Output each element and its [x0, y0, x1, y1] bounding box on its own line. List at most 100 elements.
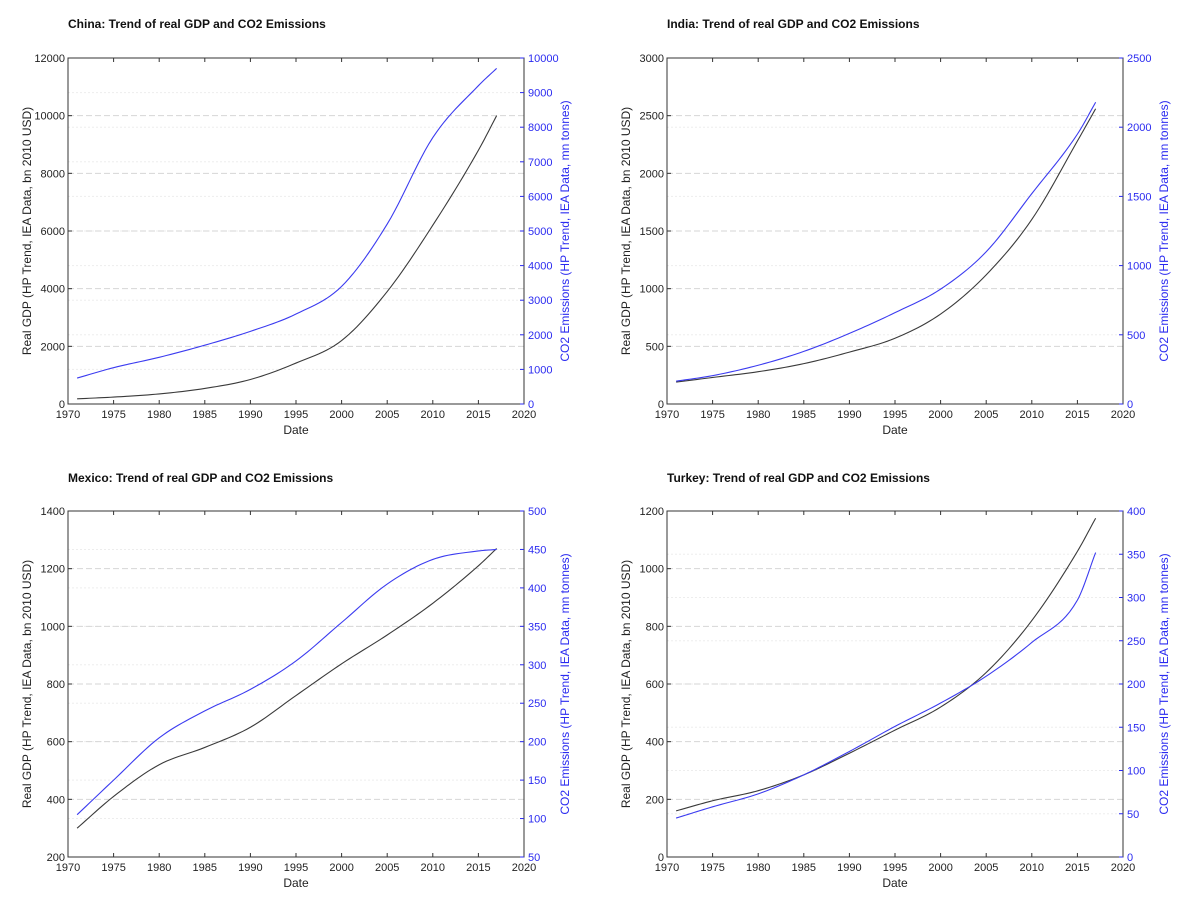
y-tick-label: 10000 — [34, 111, 65, 123]
y-tick-label: 400 — [646, 737, 664, 749]
x-tick-label: 2020 — [1111, 862, 1135, 874]
y2-tick-label: 2000 — [528, 330, 552, 342]
y2-axis-label: CO2 Emissions (HP Trend, IEA Data, mn to… — [558, 553, 572, 814]
x-tick-label: 1995 — [284, 862, 308, 874]
y-tick-label: 2000 — [640, 168, 664, 180]
y-tick-label: 1500 — [640, 226, 664, 238]
x-tick-label: 2015 — [466, 409, 490, 421]
y2-tick-label: 250 — [1127, 636, 1145, 648]
y2-tick-label: 1500 — [1127, 191, 1151, 203]
y-tick-label: 1000 — [640, 284, 664, 296]
x-axis-label: Date — [882, 423, 908, 437]
y-tick-label: 800 — [47, 679, 65, 691]
x-tick-label: 1975 — [700, 862, 724, 874]
y-tick-label: 600 — [646, 679, 664, 691]
x-tick-label: 1985 — [792, 409, 816, 421]
y-axis-label: Real GDP (HP Trend, IEA Data, bn 2010 US… — [20, 107, 34, 355]
y-tick-label: 0 — [658, 852, 664, 864]
y2-tick-label: 9000 — [528, 88, 552, 100]
co2-series-line — [676, 102, 1097, 382]
y2-tick-label: 0 — [1127, 399, 1133, 411]
gdp-series-line — [76, 548, 498, 829]
x-axis-label: Date — [882, 876, 908, 890]
chart-title: Mexico: Trend of real GDP and CO2 Emissi… — [68, 471, 334, 485]
x-tick-label: 2020 — [512, 862, 536, 874]
y2-tick-label: 400 — [1127, 506, 1145, 518]
y2-tick-label: 0 — [1127, 852, 1133, 864]
y2-tick-label: 250 — [528, 698, 546, 710]
y-tick-label: 12000 — [34, 53, 65, 65]
x-tick-label: 1980 — [746, 862, 770, 874]
y2-tick-label: 350 — [528, 621, 546, 633]
x-tick-label: 1995 — [284, 409, 308, 421]
x-tick-label: 1995 — [883, 862, 907, 874]
x-tick-label: 2010 — [1020, 409, 1044, 421]
y-axis-label: Real GDP (HP Trend, IEA Data, bn 2010 US… — [619, 107, 633, 355]
y2-tick-label: 350 — [1127, 549, 1145, 561]
x-tick-label: 2010 — [1020, 862, 1044, 874]
y2-tick-label: 8000 — [528, 122, 552, 134]
y2-tick-label: 300 — [528, 660, 546, 672]
y2-tick-label: 7000 — [528, 157, 552, 169]
chart-panel-2: 1970 1975 1980 1985 1990 1995 2000 2005 2010 2015… — [20, 471, 572, 890]
y2-tick-label: 4000 — [528, 261, 552, 273]
x-tick-label: 1980 — [147, 409, 171, 421]
y2-tick-label: 1000 — [1127, 261, 1151, 273]
y-tick-label: 500 — [646, 341, 664, 353]
x-tick-label: 1975 — [101, 862, 125, 874]
y2-tick-label: 150 — [528, 775, 546, 787]
x-tick-label: 2005 — [974, 862, 998, 874]
x-tick-label: 2005 — [974, 409, 998, 421]
x-tick-label: 2000 — [928, 862, 952, 874]
y-tick-label: 0 — [59, 399, 65, 411]
y2-tick-label: 5000 — [528, 226, 552, 238]
x-tick-label: 2005 — [375, 409, 399, 421]
y-tick-label: 2000 — [41, 341, 65, 353]
y2-tick-label: 200 — [528, 737, 546, 749]
x-tick-label: 1980 — [147, 862, 171, 874]
x-tick-label: 1980 — [746, 409, 770, 421]
x-tick-label: 2020 — [1111, 409, 1135, 421]
y-tick-label: 1000 — [640, 564, 664, 576]
x-tick-label: 2015 — [466, 862, 490, 874]
y2-tick-label: 100 — [528, 814, 546, 826]
y-tick-label: 1000 — [41, 621, 65, 633]
x-tick-label: 1970 — [56, 862, 80, 874]
y2-tick-label: 2000 — [1127, 122, 1151, 134]
y2-tick-label: 300 — [1127, 593, 1145, 605]
y-tick-label: 1200 — [640, 506, 664, 518]
x-tick-label: 2020 — [512, 409, 536, 421]
x-tick-label: 1970 — [655, 862, 679, 874]
y-tick-label: 400 — [47, 794, 65, 806]
y-tick-label: 600 — [47, 737, 65, 749]
y-axis-label: Real GDP (HP Trend, IEA Data, bn 2010 US… — [619, 560, 633, 808]
co2-series-line — [76, 67, 498, 379]
y-tick-label: 200 — [47, 852, 65, 864]
y2-tick-label: 150 — [1127, 722, 1145, 734]
gdp-series-line — [675, 517, 1097, 812]
x-tick-label: 1990 — [837, 409, 861, 421]
x-tick-label: 2000 — [928, 409, 952, 421]
y-tick-label: 3000 — [640, 53, 664, 65]
x-tick-label: 1990 — [837, 862, 861, 874]
y2-tick-label: 450 — [528, 544, 546, 556]
y2-axis-label: CO2 Emissions (HP Trend, IEA Data, mn to… — [1157, 553, 1171, 814]
y-tick-label: 0 — [658, 399, 664, 411]
chart-title: India: Trend of real GDP and CO2 Emissio… — [667, 17, 920, 31]
x-tick-label: 2000 — [329, 409, 353, 421]
y2-tick-label: 6000 — [528, 191, 552, 203]
x-tick-label: 1990 — [238, 409, 262, 421]
chart-panel-3: 1970 1975 1980 1985 1990 1995 2000 2005 2010 2015… — [619, 471, 1171, 890]
x-tick-label: 2010 — [421, 409, 445, 421]
y-tick-label: 200 — [646, 794, 664, 806]
y2-tick-label: 10000 — [528, 53, 559, 65]
chart-panel-0: 1970 1975 1980 1985 1990 1995 2000 2005 2010 2015… — [20, 17, 572, 437]
co2-series-line — [76, 548, 497, 816]
y2-axis-label: CO2 Emissions (HP Trend, IEA Data, mn to… — [1157, 100, 1171, 361]
y2-tick-label: 500 — [1127, 330, 1145, 342]
x-tick-label: 1995 — [883, 409, 907, 421]
x-tick-label: 2000 — [329, 862, 353, 874]
x-tick-label: 1970 — [655, 409, 679, 421]
y2-axis-label: CO2 Emissions (HP Trend, IEA Data, mn to… — [558, 100, 572, 361]
